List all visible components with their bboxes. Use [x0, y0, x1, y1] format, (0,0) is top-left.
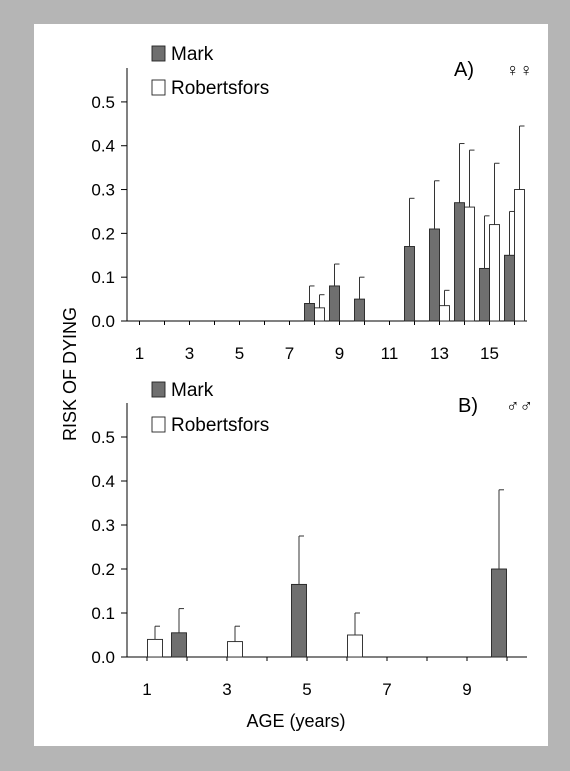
x-axis-title: AGE (years)	[246, 711, 345, 731]
x-tick-label: 9	[335, 344, 344, 363]
bar-robertsfors	[489, 224, 500, 322]
figure-panel	[34, 24, 548, 746]
panel-a: 0.00.10.20.30.40.51 3 5 7 9 11 13 15MarkRoberts…	[91, 44, 533, 363]
y-tick-label: 0.3	[91, 181, 115, 200]
bar-mark	[479, 267, 490, 322]
bar-robertsfors	[347, 634, 363, 658]
legend-label-mark: Mark	[171, 380, 214, 401]
x-tick-label: 5	[235, 344, 244, 363]
legend-swatch-robertsfors	[151, 79, 166, 96]
bar-mark	[404, 246, 415, 322]
x-tick-label: 7	[382, 680, 391, 699]
panel-label: B)	[458, 395, 478, 417]
y-axis-title: RISK OF DYING	[60, 307, 80, 441]
bar-robertsfors	[147, 638, 163, 658]
bar-mark	[504, 254, 515, 322]
x-tick-label: 3	[222, 680, 231, 699]
x-tick-label: 1	[135, 344, 144, 363]
x-tick-label: 3	[185, 344, 194, 363]
panel-label: A)	[454, 59, 474, 81]
x-tick-label: 7	[285, 344, 294, 363]
x-tick-label: 9	[462, 680, 471, 699]
bar-mark	[304, 303, 315, 322]
x-tick-label: 13	[430, 344, 449, 363]
y-tick-label: 0.2	[91, 224, 115, 243]
bar-robertsfors	[314, 307, 325, 322]
y-tick-label: 0.1	[91, 604, 115, 623]
bar-robertsfors	[439, 305, 450, 322]
legend-label-robertsfors: Robertsfors	[171, 415, 269, 436]
bar-mark	[291, 583, 307, 658]
legend-label-robertsfors: Robertsfors	[171, 78, 269, 99]
bar-mark	[171, 632, 187, 658]
sex-symbol: ♀♀	[506, 60, 533, 80]
legend-swatch-robertsfors	[151, 416, 166, 433]
x-tick-label: 15	[480, 344, 499, 363]
y-tick-label: 0.1	[91, 268, 115, 287]
bar-robertsfors	[227, 641, 243, 658]
bar-mark	[429, 228, 440, 322]
sex-symbol: ♂♂	[506, 396, 533, 416]
legend-swatch-mark	[151, 45, 166, 62]
bar-robertsfors	[514, 189, 525, 322]
bar-mark	[354, 298, 365, 322]
y-tick-label: 0.4	[91, 137, 115, 156]
y-tick-label: 0.2	[91, 560, 115, 579]
y-tick-label: 0.0	[91, 312, 115, 331]
y-tick-label: 0.4	[91, 472, 115, 491]
y-tick-label: 0.5	[91, 93, 115, 112]
x-tick-label: 11	[381, 344, 399, 363]
x-tick-label: 1	[142, 680, 151, 699]
bar-robertsfors	[464, 206, 475, 322]
bar-mark	[491, 568, 507, 658]
legend-label-mark: Mark	[171, 44, 214, 65]
bar-mark	[454, 202, 465, 322]
y-tick-label: 0.3	[91, 516, 115, 535]
panel-b: 0.0 0.1 0.2 0.3 0.4 0.5 1 3 5 7 9 Mark Robertsfors B)…	[91, 380, 533, 699]
bar-mark	[329, 285, 340, 322]
legend-swatch-mark	[151, 381, 166, 398]
y-tick-label: 0.0	[91, 648, 115, 667]
x-tick-label: 5	[302, 680, 311, 699]
y-tick-label: 0.5	[91, 428, 115, 447]
